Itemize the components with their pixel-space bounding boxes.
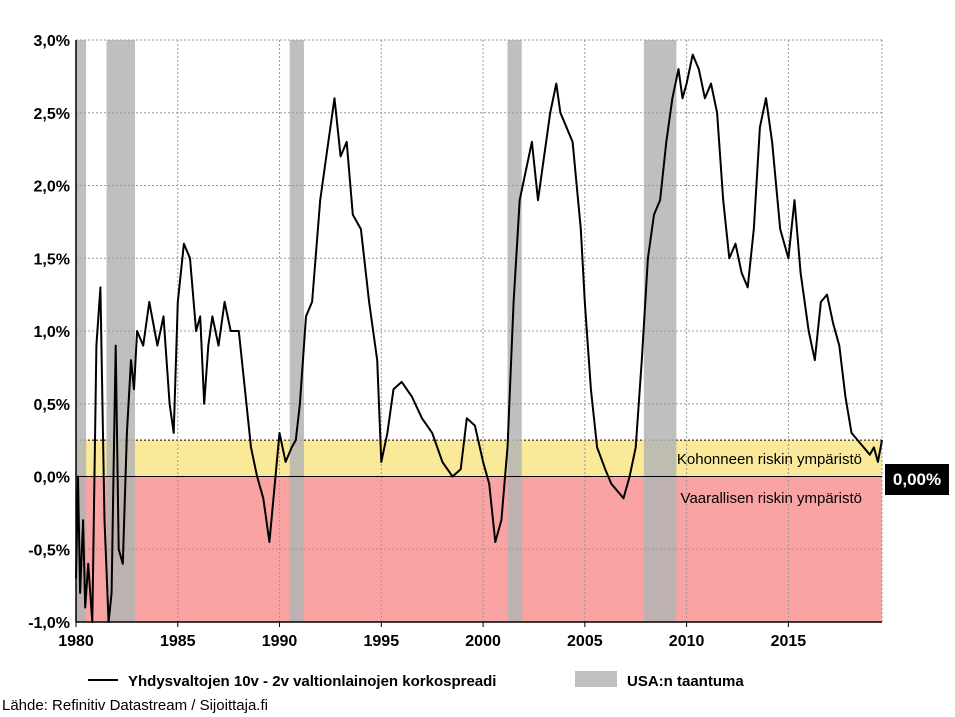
y-tick-label: -1,0%: [28, 615, 70, 632]
x-tick-label: 2010: [669, 633, 705, 650]
x-tick-label: 2015: [771, 633, 807, 650]
zone-label-dangerous: Vaarallisen riskin ympäristö: [681, 490, 862, 507]
current-value-badge: 0,00%: [885, 464, 949, 495]
y-tick-label: 0,5%: [34, 397, 70, 414]
axes: -1,0% -0,5% 0,0% 0,5% 1,0% 1,5% 2,0% 2,5% 3,0% 19…: [28, 33, 882, 650]
x-tick-label: 1985: [160, 633, 196, 650]
zone-labels: Kohonneen riskin ympäristö Vaarallisen r…: [677, 451, 862, 507]
zone-band-1: [76, 476, 882, 622]
y-tick-label: 2,0%: [34, 179, 70, 196]
spread-line-layer: [75, 53, 883, 623]
x-tick-label: 1990: [262, 633, 298, 650]
x-tick-label: 2000: [465, 633, 501, 650]
zone-label-elevated: Kohonneen riskin ympäristö: [677, 451, 862, 468]
legend-label-spread: Yhdysvaltojen 10v - 2v valtionlainojen k…: [128, 673, 496, 690]
legend-label-recession: USA:n taantuma: [627, 673, 744, 690]
x-tick-label: 2005: [567, 633, 603, 650]
source-note: Lähde: Refinitiv Datastream / Sijoittaja…: [2, 697, 268, 714]
risk-zones: [76, 439, 882, 622]
x-tick-label: 1995: [364, 633, 400, 650]
y-tick-label: 0,0%: [34, 470, 70, 487]
legend: Yhdysvaltojen 10v - 2v valtionlainojen k…: [88, 671, 744, 690]
x-tick-label: 1980: [58, 633, 94, 650]
y-tick-label: -0,5%: [28, 542, 70, 559]
y-tick-label: 2,5%: [34, 106, 70, 123]
series-line-0: [75, 53, 883, 623]
legend-recession-swatch: [575, 671, 617, 687]
y-tick-label: 1,5%: [34, 251, 70, 268]
y-tick-label: 3,0%: [34, 33, 70, 50]
y-tick-label: 1,0%: [34, 324, 70, 341]
